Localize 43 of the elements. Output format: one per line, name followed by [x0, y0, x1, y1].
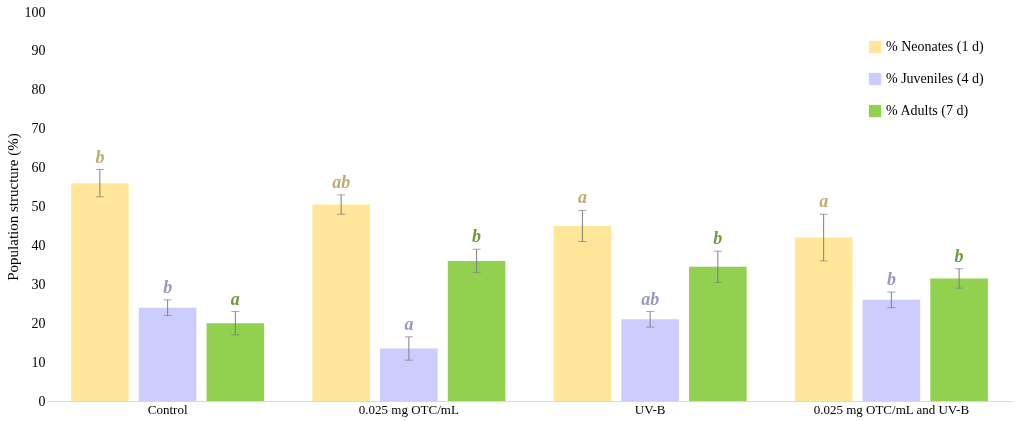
data-label: ab: [641, 288, 660, 309]
y-tick-label: 20: [31, 315, 46, 331]
bar: [553, 225, 612, 401]
y-tick-label: 50: [31, 199, 46, 214]
y-tick-label: 80: [31, 82, 46, 98]
legend-label: % Neonates (1 d): [886, 39, 984, 55]
y-tick-label: 90: [31, 43, 46, 59]
y-tick-label: 70: [31, 121, 46, 137]
bar: [862, 299, 921, 401]
bar: [689, 266, 747, 401]
y-axis-title: Population structure (%): [4, 133, 22, 281]
data-label: b: [886, 269, 896, 290]
data-label: b: [95, 146, 105, 167]
data-label: a: [819, 191, 829, 212]
x-tick-label: Control: [147, 401, 188, 417]
data-label: b: [472, 226, 482, 247]
y-tick-label: 10: [31, 354, 46, 370]
bar: [312, 204, 370, 401]
y-tick-label: 100: [24, 4, 46, 20]
y-tick-label: 40: [31, 237, 46, 253]
bar: [206, 323, 265, 401]
bar: [71, 183, 129, 401]
bar: [138, 307, 197, 401]
legend-label: % Adults (7 d): [886, 103, 969, 119]
bar: [621, 319, 679, 401]
data-label: ab: [332, 171, 351, 192]
data-label: b: [163, 276, 173, 297]
bar: [794, 237, 853, 401]
x-tick-label: 0.025 mg OTC/mL and UV-B: [813, 401, 970, 417]
data-label: b: [954, 245, 964, 266]
bar: [380, 348, 438, 401]
y-tick-label: 60: [31, 160, 46, 176]
legend-label: % Juveniles (4 d): [886, 71, 984, 87]
data-label: a: [577, 187, 587, 208]
data-label: a: [230, 288, 240, 309]
x-tick-label: 0.025 mg OTC/mL: [358, 401, 459, 417]
data-label: b: [713, 228, 723, 249]
y-tick-label: 30: [31, 276, 46, 292]
y-tick-label: 0: [38, 393, 46, 409]
data-label: a: [404, 313, 414, 334]
bar: [930, 278, 988, 401]
x-tick-label: UV-B: [634, 401, 666, 417]
bar: [447, 260, 506, 401]
